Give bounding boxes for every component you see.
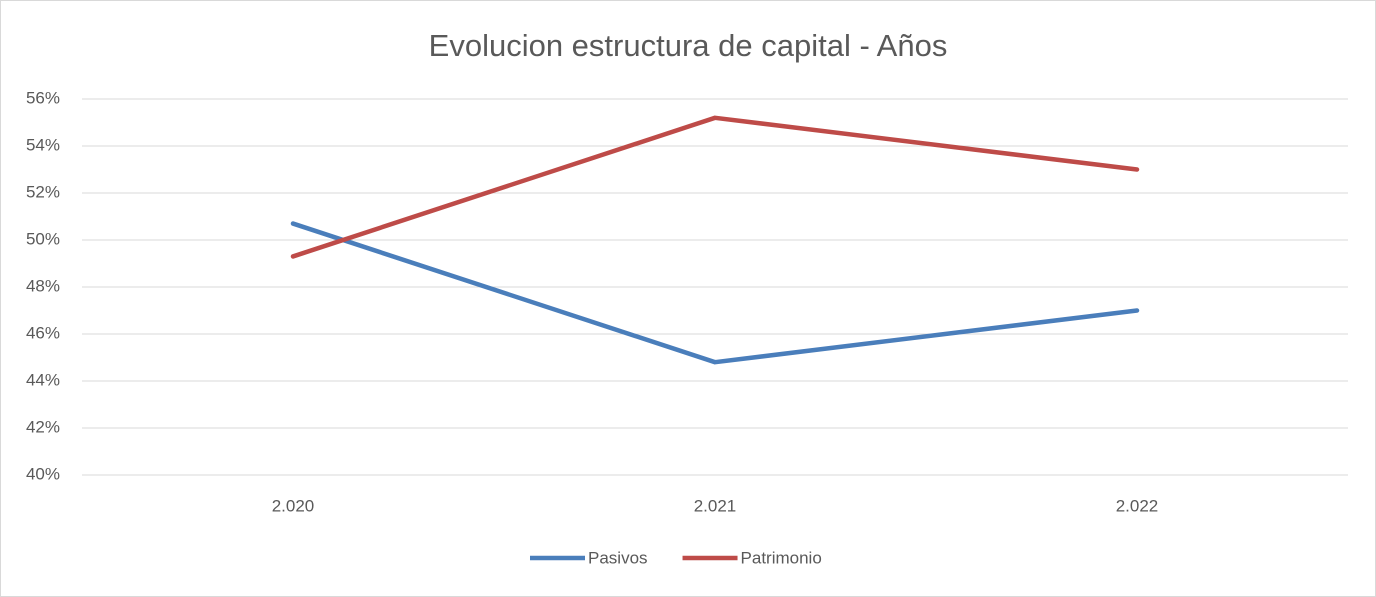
x-tick-label: 2.022 (1116, 496, 1159, 515)
y-tick-label: 54% (26, 135, 60, 154)
legend-label: Patrimonio (741, 548, 822, 567)
y-tick-label: 52% (26, 182, 60, 201)
y-tick-label: 48% (26, 276, 60, 295)
y-tick-label: 44% (26, 370, 60, 389)
chart-title: Evolucion estructura de capital - Años (429, 28, 948, 63)
y-tick-label: 46% (26, 323, 60, 342)
x-tick-label: 2.020 (272, 496, 315, 515)
x-tick-label: 2.021 (694, 496, 737, 515)
y-tick-label: 40% (26, 464, 60, 483)
y-tick-label: 42% (26, 417, 60, 436)
y-tick-label: 56% (26, 88, 60, 107)
series-line (290, 221, 1140, 365)
series-line (290, 115, 1140, 259)
legend-label: Pasivos (588, 548, 648, 567)
y-tick-label: 50% (26, 229, 60, 248)
